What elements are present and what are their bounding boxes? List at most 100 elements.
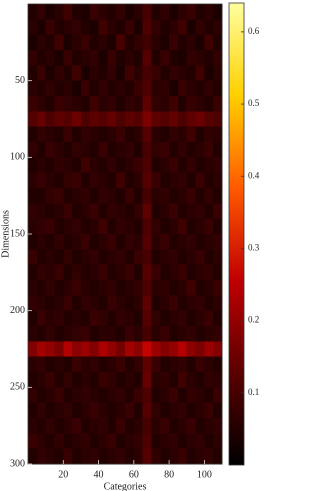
heatmap-cell (36, 50, 46, 66)
heatmap-cell (54, 387, 64, 403)
heatmap-cell (169, 157, 179, 173)
heatmap-cell (204, 126, 214, 143)
heatmap-cell (177, 34, 188, 51)
heatmap-cell (89, 218, 99, 235)
heatmap-cell (151, 295, 161, 311)
heatmap-cell (63, 448, 73, 465)
heatmap-cell (54, 80, 64, 97)
heatmap-cell (80, 356, 91, 373)
heatmap-cell (186, 418, 196, 434)
heatmap-cell (107, 19, 117, 35)
heatmap-cell (116, 96, 126, 112)
heatmap-cell (63, 372, 73, 388)
heatmap-cell (89, 326, 99, 342)
y-axis-label: Dimensions (0, 210, 11, 258)
heatmap-cell (151, 65, 161, 81)
heatmap-cell (98, 4, 108, 20)
heatmap-cell (63, 157, 73, 173)
heatmap-cell (186, 19, 196, 35)
heatmap-cell (80, 249, 91, 265)
heatmap-cell (36, 157, 46, 173)
heatmap-cell (204, 372, 214, 388)
heatmap-cell (89, 80, 99, 97)
x-tick-label: 100 (197, 469, 212, 480)
heatmap-cell (116, 448, 126, 465)
heatmap-cell (28, 310, 38, 327)
heatmap-cell (45, 126, 55, 143)
heatmap-cell (195, 341, 205, 357)
heatmap-cell (54, 295, 64, 311)
heatmap-cell (142, 96, 152, 112)
heatmap-cell (204, 203, 214, 219)
heatmap-cell (36, 310, 46, 327)
heatmap-cell (98, 80, 108, 97)
heatmap-cell (80, 4, 91, 20)
heatmap-cell (169, 96, 179, 112)
heatmap-cell (151, 433, 161, 449)
heatmap-cell (204, 264, 214, 281)
heatmap-cell (107, 356, 117, 373)
heatmap-cell (116, 34, 126, 51)
heatmap-cell (72, 172, 82, 189)
heatmap-cell (107, 326, 117, 342)
heatmap-cell (213, 80, 223, 97)
heatmap-cell (195, 19, 205, 35)
heatmap-cell (160, 372, 170, 388)
heatmap-cell (160, 19, 170, 35)
heatmap-cell (36, 172, 46, 189)
heatmap-cell (89, 34, 99, 51)
heatmap-cell (89, 264, 99, 281)
heatmap-cell (142, 203, 152, 219)
heatmap-cell (151, 418, 161, 434)
heatmap-cell (213, 19, 223, 35)
heatmap-cell (80, 326, 91, 342)
colorbar-tick-label: 0.4 (248, 170, 260, 180)
heatmap-cell (116, 157, 126, 173)
heatmap-cell (89, 111, 99, 127)
heatmap-cell (195, 4, 205, 20)
heatmap-cell (98, 249, 108, 265)
heatmap-cell (169, 310, 179, 327)
heatmap-cell (107, 203, 117, 219)
heatmap-cell (63, 249, 73, 265)
heatmap-cell (204, 111, 214, 127)
heatmap-cell (98, 203, 108, 219)
heatmap-cell (133, 203, 143, 219)
y-tick-label: 100 (10, 152, 25, 163)
heatmap-cell (80, 280, 91, 296)
heatmap-cell (177, 356, 188, 373)
heatmap-cell (98, 111, 108, 127)
heatmap-cell (45, 234, 55, 250)
heatmap-cell (177, 80, 188, 97)
heatmap-cell (133, 249, 143, 265)
heatmap-cell (107, 80, 117, 97)
heatmap-cell (28, 34, 38, 51)
heatmap-cell (80, 80, 91, 97)
heatmap-cell (125, 111, 135, 127)
heatmap-cell (160, 157, 170, 173)
heatmap-cell (151, 310, 161, 327)
heatmap-cell (80, 402, 91, 419)
heatmap-cell (169, 218, 179, 235)
heatmap-cell (63, 203, 73, 219)
heatmap-cell (36, 448, 46, 465)
heatmap-cell (72, 418, 82, 434)
heatmap-cell (80, 341, 91, 357)
heatmap-cell (213, 4, 223, 20)
heatmap-cell (133, 96, 143, 112)
heatmap-cell (54, 310, 64, 327)
heatmap-cell (125, 188, 135, 204)
heatmap-cell (80, 418, 91, 434)
heatmap-cell (125, 295, 135, 311)
heatmap-cell (169, 50, 179, 66)
heatmap-cell (72, 142, 82, 158)
heatmap-cell (133, 418, 143, 434)
heatmap-cell (133, 310, 143, 327)
heatmap-cell (195, 433, 205, 449)
heatmap-cell (177, 418, 188, 434)
heatmap-cell (28, 387, 38, 403)
heatmap-cell (204, 310, 214, 327)
colorbar-tick-label: 0.6 (248, 26, 260, 36)
heatmap-cell (195, 387, 205, 403)
heatmap-cell (133, 19, 143, 35)
